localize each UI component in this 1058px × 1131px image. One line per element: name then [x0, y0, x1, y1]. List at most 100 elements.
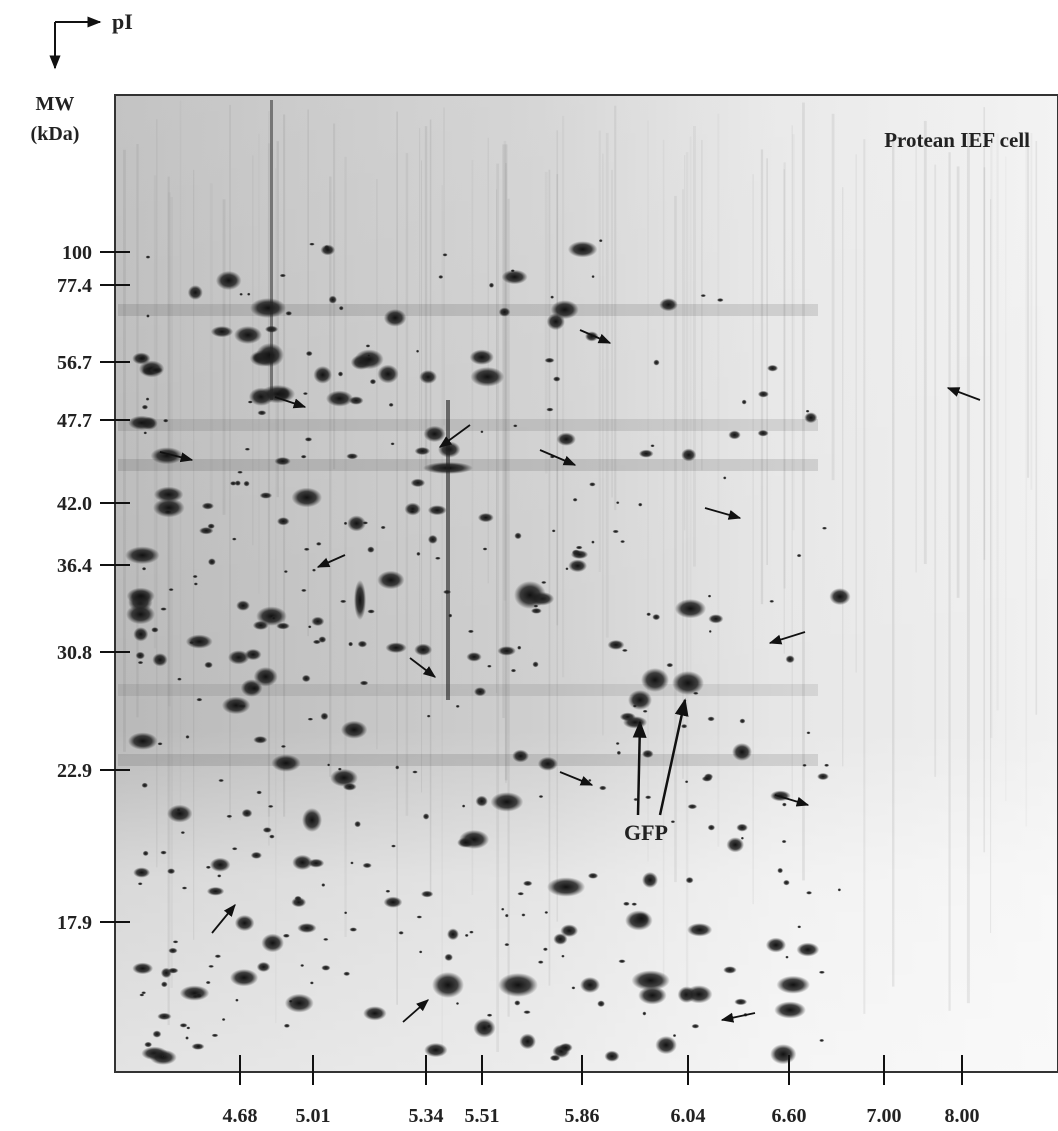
spot — [256, 790, 263, 795]
spot — [470, 366, 505, 387]
spot — [304, 437, 313, 442]
spot — [330, 768, 358, 787]
spot — [734, 998, 748, 1006]
spot — [385, 889, 391, 893]
spot — [207, 558, 216, 566]
streak — [783, 169, 785, 654]
spot — [612, 529, 619, 534]
streak — [556, 174, 559, 626]
spot — [519, 1033, 536, 1050]
spot — [438, 275, 444, 279]
arrow — [438, 424, 471, 448]
streak — [614, 105, 617, 511]
spot — [205, 865, 211, 869]
spot — [218, 778, 225, 783]
spot — [201, 502, 215, 510]
spot — [234, 480, 241, 486]
spot — [185, 1036, 189, 1040]
streak — [990, 130, 993, 738]
streak — [760, 149, 764, 605]
spot — [369, 378, 377, 385]
spot — [214, 954, 222, 959]
spot — [236, 600, 250, 611]
spot — [475, 795, 488, 807]
x-tick-label: 5.34 — [409, 1105, 444, 1127]
spot — [302, 392, 308, 396]
spot — [160, 981, 168, 988]
streak — [766, 158, 768, 565]
spot — [162, 418, 169, 423]
streak — [193, 169, 195, 940]
streak — [752, 174, 754, 905]
arrows — [159, 329, 981, 1023]
streak — [505, 163, 507, 783]
spot — [616, 750, 622, 756]
y-tick-label: 77.4 — [57, 275, 92, 297]
spot — [244, 447, 251, 451]
streak — [420, 160, 423, 793]
spot — [681, 448, 697, 462]
spot — [588, 778, 592, 782]
spot — [796, 942, 820, 957]
spot — [455, 704, 460, 708]
streak — [685, 152, 689, 988]
arrow — [316, 554, 346, 568]
y-axis-label: MW — [36, 93, 75, 115]
spot — [423, 425, 446, 443]
streak — [170, 196, 173, 988]
spot — [498, 973, 538, 997]
spot — [307, 625, 312, 629]
spot — [427, 505, 447, 516]
spot — [644, 795, 652, 800]
spot — [513, 424, 518, 428]
spot — [157, 742, 163, 746]
streak — [791, 125, 793, 800]
spot — [486, 1013, 493, 1017]
arrow — [402, 999, 429, 1023]
streak — [167, 176, 170, 1026]
spot — [179, 1023, 188, 1028]
spot — [152, 653, 168, 667]
streak — [446, 400, 450, 700]
streak — [548, 169, 551, 986]
x-tick-label: 4.68 — [223, 1105, 258, 1127]
spot — [247, 292, 251, 296]
x-tick-label: 5.51 — [465, 1105, 500, 1127]
spot — [716, 298, 724, 302]
spot — [685, 876, 694, 884]
spot — [221, 1017, 226, 1022]
spot — [420, 890, 434, 898]
spot — [231, 537, 237, 541]
streak — [424, 126, 428, 470]
spot — [315, 541, 322, 546]
spot — [227, 650, 250, 665]
spot — [739, 718, 746, 724]
spot — [153, 486, 184, 503]
spot — [707, 716, 715, 722]
arrow — [159, 451, 194, 463]
spot — [146, 314, 150, 318]
band — [118, 304, 818, 316]
spot — [301, 588, 307, 593]
spot — [514, 581, 546, 609]
y-tick-label: 100 — [62, 242, 92, 264]
arrow — [774, 794, 810, 807]
spot — [244, 648, 262, 661]
spot — [377, 364, 399, 384]
spot — [395, 765, 400, 770]
spot — [342, 782, 357, 791]
spot — [571, 986, 576, 990]
spot — [259, 492, 273, 499]
spot — [777, 867, 784, 874]
arrow — [559, 771, 594, 786]
streak — [136, 143, 139, 718]
spot — [723, 966, 737, 974]
streak — [502, 144, 505, 718]
streak — [1027, 135, 1030, 478]
spot — [806, 731, 811, 735]
streak — [209, 183, 213, 505]
streak — [891, 134, 895, 987]
spot — [740, 836, 744, 840]
spot — [670, 820, 676, 824]
